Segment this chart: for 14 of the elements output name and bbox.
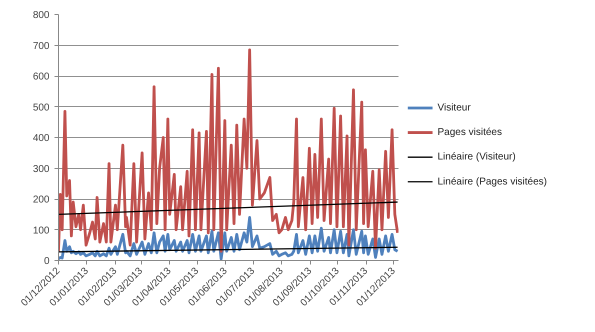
y-tick-label: 600 (32, 72, 50, 82)
legend-label: Linéaire (Visiteur) (438, 152, 516, 163)
y-tick-label: 200 (32, 194, 50, 206)
y-tick-label: 800 (32, 10, 50, 21)
y-tick-label: 500 (32, 102, 50, 114)
y-tick-label: 100 (32, 225, 50, 236)
line-series (58, 48, 398, 253)
legend-label: Visiteur (438, 102, 472, 114)
legend-label: Linéaire (Pages visitées) (438, 176, 547, 188)
y-tick-label: 700 (32, 40, 50, 52)
y-tick-label: 0 (44, 256, 50, 267)
legend-label: Pages visitées (438, 127, 502, 138)
y-tick-label: 400 (32, 133, 50, 144)
y-tick-label: 300 (32, 164, 50, 175)
